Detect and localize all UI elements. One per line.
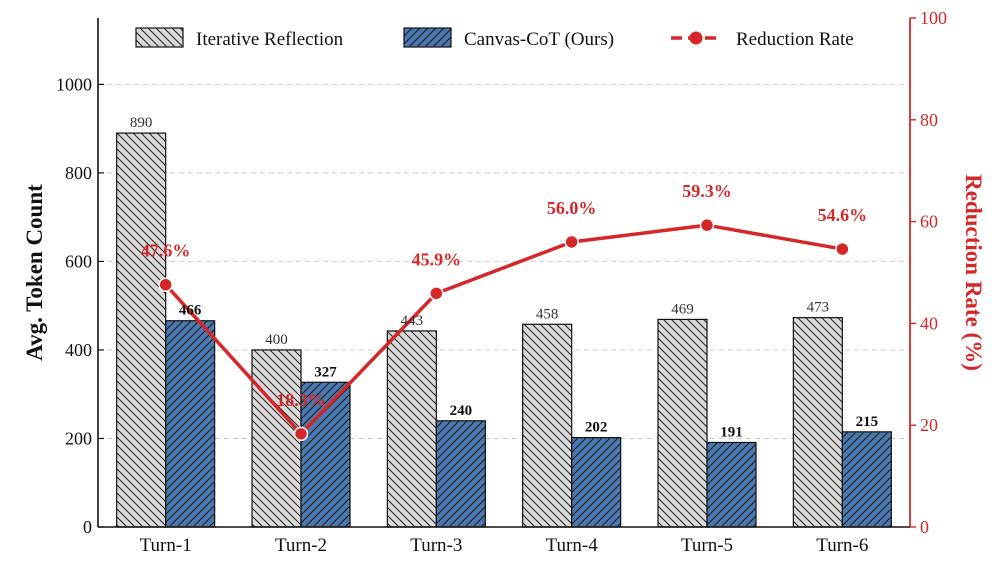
iterative-reflection-value-label: 443 (401, 313, 424, 329)
left-tick-label: 600 (65, 251, 92, 271)
iterative-reflection-bar-2 (251, 349, 302, 528)
legend-label-iterative-reflection: Iterative Reflection (196, 29, 344, 50)
reduction-rate-marker-2 (293, 426, 309, 442)
y-axis-right-title: Reduction Rate (%) (961, 174, 986, 371)
iterative-reflection-bar-4 (522, 323, 573, 528)
canvas-cot-value-label: 327 (314, 364, 337, 380)
right-tick-label: 80 (920, 110, 938, 130)
reduction-rate-label: 18.3% (276, 390, 326, 410)
axes: 0 200 400 600 800 1000 0 20 40 60 80 100 Turn-1 Turn-… (22, 8, 986, 556)
iterative-reflection-value-label: 890 (130, 115, 153, 131)
iterative-reflection-bar-6 (792, 317, 843, 528)
iterative-reflection-value-label: 458 (536, 306, 559, 322)
right-tick-label: 40 (920, 313, 938, 333)
reduction-rate-label: 47.6% (141, 241, 191, 261)
legend-swatch-reduction-rate-marker (689, 31, 703, 45)
canvas-cot-bar-1 (165, 320, 216, 528)
reduction-rate-line (158, 217, 850, 442)
gridlines (98, 83, 910, 439)
reduction-rate-label: 56.0% (547, 198, 597, 218)
canvas-cot-bar-4 (571, 436, 622, 528)
reduction-rate-label: 54.6% (818, 205, 868, 225)
legend: Iterative Reflection Canvas-CoT (Ours) Red… (135, 27, 854, 50)
reduction-rate-label: 59.3% (682, 181, 732, 201)
x-tick-label: Turn-4 (546, 535, 599, 556)
left-tick-label: 200 (65, 428, 92, 448)
iterative-reflection-bar-5 (657, 318, 708, 528)
reduction-rate-marker-1 (158, 277, 173, 292)
reduction-rate-polyline (164, 223, 843, 436)
legend-label-canvas-cot: Canvas-CoT (Ours) (464, 29, 614, 50)
reduction-rate-marker-4 (564, 234, 579, 250)
right-tick-label: 20 (920, 415, 938, 435)
left-tick-label: 1000 (56, 74, 92, 94)
legend-swatch-canvas-cot (403, 27, 452, 48)
bars (116, 132, 892, 528)
canvas-cot-value-label: 240 (450, 403, 473, 419)
legend-label-reduction-rate: Reduction Rate (736, 29, 854, 50)
reduction-rate-marker-5 (699, 217, 715, 233)
canvas-cot-value-label: 202 (585, 420, 608, 436)
legend-swatch-iterative-reflection (135, 27, 184, 48)
reduction-rate-marker-3 (429, 286, 444, 301)
x-tick-label: Turn-2 (275, 535, 327, 556)
canvas-cot-bar-3 (435, 420, 486, 528)
reduction-rate-marker-6 (835, 241, 850, 257)
data-labels: 890 466 400 327 443 240 458 202 469 191 473 215 47.6… (130, 115, 878, 440)
canvas-cot-value-label: 191 (720, 424, 743, 440)
right-tick-label: 0 (920, 517, 929, 537)
iterative-reflection-bar-3 (386, 330, 437, 528)
iterative-reflection-value-label: 400 (265, 332, 288, 348)
x-tick-label: Turn-3 (410, 535, 462, 556)
left-tick-label: 800 (65, 163, 92, 183)
iterative-reflection-value-label: 469 (671, 301, 694, 317)
x-tick-label: Turn-5 (681, 535, 733, 556)
y-axis-title: Avg. Token Count (22, 184, 47, 361)
right-tick-label: 60 (920, 212, 938, 232)
x-tick-label: Turn-6 (816, 535, 868, 556)
canvas-cot-bar-5 (706, 441, 757, 528)
canvas-cot-value-label: 215 (856, 414, 879, 430)
canvas-cot-bar-6 (841, 431, 892, 528)
left-tick-label: 400 (65, 340, 92, 360)
iterative-reflection-value-label: 473 (807, 300, 830, 316)
x-tick-label: Turn-1 (140, 535, 192, 556)
right-tick-label: 100 (920, 8, 947, 28)
reduction-rate-label: 45.9% (412, 249, 462, 269)
left-tick-label: 0 (83, 517, 92, 537)
canvas-cot-value-label: 466 (179, 303, 202, 319)
iterative-reflection-bar-1 (116, 132, 167, 528)
